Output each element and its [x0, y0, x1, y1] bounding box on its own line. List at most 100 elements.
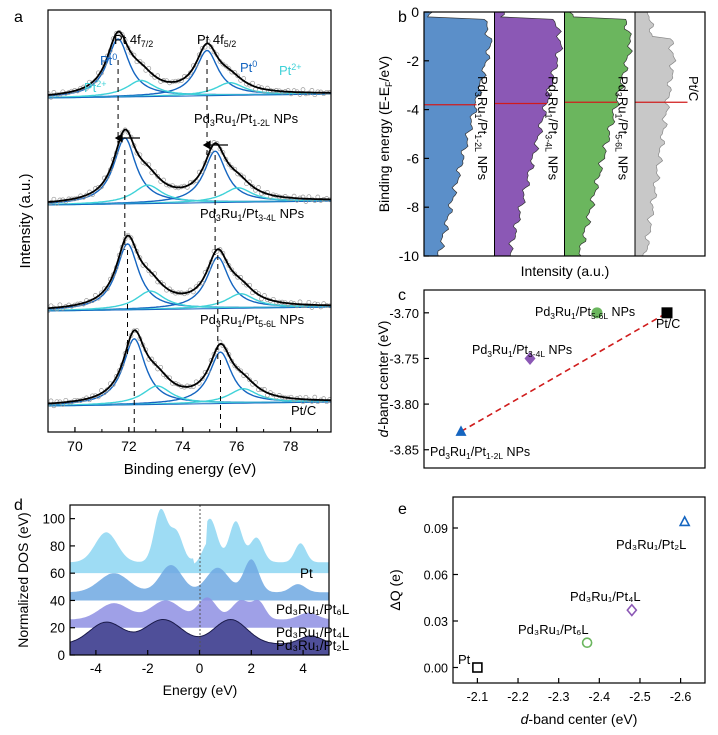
a-datapoint — [48, 90, 51, 96]
a-datapoint — [190, 179, 196, 185]
panel-e-xlabel: d-band center (eV) — [521, 711, 638, 727]
e-point-label-3: Pd₃Ru₁/Pt₂L — [616, 537, 686, 552]
panel-d-ylabel: Normalized DOS (eV) — [15, 512, 31, 647]
panel-b-areas: Pd3Ru1/Pt1-2L NPs Pd3Ru1/Pt3-4L NPs Pd3Ru1… — [423, 11, 701, 257]
a-datapoint — [235, 366, 241, 371]
a-envelope-1 — [48, 128, 331, 203]
pt2-right-label: Pt2+ — [279, 62, 302, 78]
pt4f52-label: Pt 4f5/2 — [197, 32, 236, 49]
e-point-label-1: Pd₃Ru₁/Pt₆L — [518, 622, 589, 637]
a-datapoint — [226, 161, 232, 167]
c-ytick-label: -3.70 — [389, 306, 419, 321]
a-xtick-label: 78 — [283, 438, 299, 454]
e-ytick-label: 0.03 — [424, 615, 448, 629]
a-xtick-label: 76 — [229, 438, 245, 454]
pt4f72-label: Pt 4f7/2 — [114, 32, 153, 49]
a-datapoint — [321, 91, 327, 97]
panel-e-frame — [452, 496, 706, 684]
a-datapoint — [48, 308, 51, 314]
panel-a-ylabel: Intensity (a.u.) — [17, 173, 34, 268]
a-datapoint — [306, 299, 312, 305]
e-point-label-0: Pt — [458, 652, 471, 667]
a-xtick-label: 70 — [67, 438, 83, 454]
a-datapoint — [164, 374, 169, 380]
a-datapoint — [199, 376, 205, 382]
a-datapoint — [259, 387, 264, 393]
d-ytick-label: 100 — [42, 512, 65, 527]
panel-c: c -3.70 -3.75 -3.80 -3.85 Pd3Ru1/Pt1-2L NPs… — [375, 287, 706, 469]
d-xtick-label: 4 — [299, 661, 307, 676]
b-area-3 — [634, 11, 677, 257]
panel-c-plot: Pd3Ru1/Pt1-2L NPs Pd3Ru1/Pt3-4L NPs Pd3Ru1… — [430, 305, 680, 461]
b-area-2 — [564, 11, 633, 257]
panel-e-ticks: -2.1 -2.2 -2.3 -2.4 -2.5 -2.6 0.00 0.03 0.06 0.09 — [424, 522, 692, 704]
e-ytick-label: 0.06 — [424, 569, 448, 583]
d-ytick-label: 20 — [50, 621, 65, 636]
d-xtick-label: 0 — [196, 661, 204, 676]
a-spectrum-label-3: Pt/C — [291, 403, 316, 418]
a-datapoint — [223, 63, 229, 69]
panel-c-label: c — [398, 287, 406, 304]
e-point-1 — [581, 637, 593, 649]
d-ytick-label: 40 — [50, 593, 65, 608]
b-ytick-label: 0 — [411, 4, 419, 20]
a-datapoint — [250, 184, 255, 189]
panel-b-yticks: 0 -2 -4 -6 -8 -10 — [399, 4, 429, 264]
a-component-1-1 — [48, 150, 331, 206]
b-series-label-0: Pd3Ru1/Pt1-2L NPs — [473, 76, 490, 181]
c-ytick-label: -3.85 — [389, 443, 419, 458]
e-ytick-label: 0.00 — [424, 662, 448, 676]
d-series-label-3: Pd₃Ru₁/Pt₂L — [276, 638, 350, 653]
c-point-2 — [591, 307, 603, 319]
a-datapoint — [229, 267, 235, 273]
e-xtick-label: -2.6 — [670, 690, 692, 704]
d-dos-area-2 — [70, 597, 329, 628]
panel-b-label: b — [398, 9, 407, 26]
d-ytick-label: 0 — [57, 648, 65, 663]
c-trend-line — [460, 312, 668, 433]
a-datapoint — [99, 290, 104, 296]
panel-a-xlabel: Binding energy (eV) — [124, 461, 257, 478]
panel-c-yticks: -3.70 -3.75 -3.80 -3.85 — [389, 306, 429, 458]
d-dos-area-0 — [70, 508, 329, 574]
b-series-label-1: Pd3Ru1/Pt3-4L NPs — [544, 76, 561, 181]
e-point-2 — [626, 603, 638, 617]
c-point-3 — [661, 307, 673, 319]
a-background-1 — [48, 200, 331, 206]
a-datapoint — [232, 363, 238, 369]
c-point-label-1: Pd3Ru1/Pt3-4L NPs — [472, 343, 572, 359]
a-envelope-2 — [48, 234, 331, 310]
a-datapoint — [152, 361, 158, 366]
e-xtick-label: -2.4 — [589, 690, 611, 704]
e-point-3 — [678, 515, 691, 527]
b-ytick-label: -10 — [399, 248, 419, 264]
a-datapoint — [238, 368, 244, 374]
b-series-label-3: Pt/C — [686, 76, 701, 101]
e-point-0 — [472, 662, 483, 673]
panel-b-frame — [423, 11, 706, 257]
c-point-1 — [524, 351, 536, 366]
e-ytick-label: 0.09 — [424, 522, 448, 536]
b-series-label-2: Pd3Ru1/Pt5-6L NPs — [614, 76, 631, 181]
a-datapoint — [232, 271, 238, 277]
a-xtick-label: 72 — [121, 438, 137, 454]
a-datapoint — [143, 161, 149, 167]
panel-a-spectra — [48, 29, 331, 409]
a-spectrum-label-0: Pd3Ru1/Pt1-2L NPs — [194, 111, 299, 128]
panel-e-plot: Pt Pd₃Ru₁/Pt₆L Pd₃Ru₁/Pt₄L Pd₃Ru₁/Pt₂L — [458, 515, 691, 673]
panel-e-ylabel: ΔQ (e) — [387, 569, 403, 610]
e-point-label-2: Pd₃Ru₁/Pt₄L — [570, 589, 641, 604]
panel-a-frame — [47, 9, 332, 433]
d-dos-area-1 — [70, 559, 329, 601]
a-datapoint — [48, 201, 51, 206]
b-area-1 — [494, 11, 564, 257]
d-series-label-2: Pd₃Ru₁/Pt₄L — [276, 625, 350, 640]
panel-b-ylabel: Binding energy (E-EF/eV) — [376, 56, 394, 212]
a-background-2 — [48, 306, 331, 312]
pt0-left-label: Pt0 — [100, 52, 117, 68]
panel-e: e -2.1 -2.2 -2.3 -2.4 -2.5 -2.6 0.00 0.03 0.06 0.… — [387, 496, 706, 727]
pt2-left-label: Pt2+ — [84, 79, 107, 95]
b-ytick-label: -6 — [407, 150, 420, 166]
